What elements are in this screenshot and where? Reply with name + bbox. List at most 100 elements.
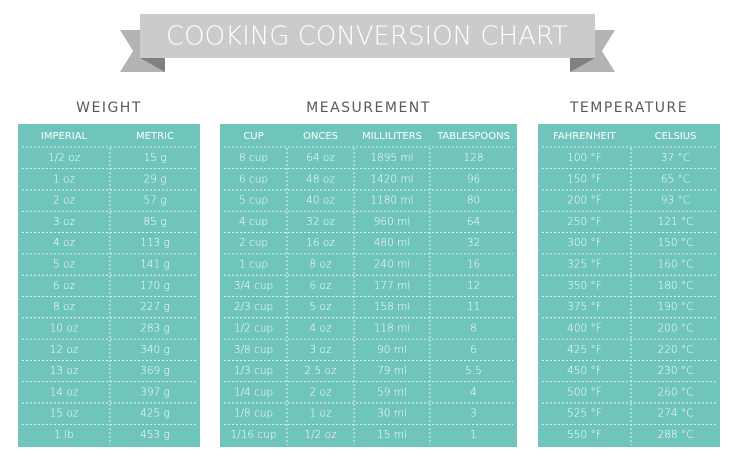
cell: 57 g (144, 195, 167, 207)
cell: 453 g (140, 429, 170, 441)
column-header: FAHRENHEIT (553, 131, 617, 142)
cell: 48 oz (306, 173, 335, 185)
cell: 2 oz (53, 195, 75, 207)
cell: 274 °C (658, 408, 694, 420)
cell: 121 °C (658, 216, 694, 228)
cell: 64 (467, 216, 480, 228)
cell: 93 °C (661, 195, 690, 207)
cell: 15 ml (377, 429, 407, 441)
cell: 425 g (140, 408, 170, 420)
cell: 141 g (140, 259, 170, 271)
cell: 158 ml (374, 301, 411, 313)
column-header: IMPERIAL (41, 131, 88, 142)
cell: 4 oz (53, 237, 75, 249)
section-heading: MEASUREMENT (306, 100, 431, 116)
cell: 16 oz (306, 237, 335, 249)
cell: 8 oz (53, 301, 75, 313)
cell: 2 cup (239, 237, 268, 249)
cell: 1/2 oz (48, 152, 81, 164)
cell: 6 (470, 344, 477, 356)
cell: 1/3 cup (234, 365, 273, 377)
cell: 200 °F (567, 195, 602, 207)
cell: 3 oz (310, 344, 332, 356)
cell: 128 (463, 152, 483, 164)
cell: 118 ml (374, 322, 411, 334)
cell: 1 (470, 429, 477, 441)
cell: 12 oz (50, 344, 79, 356)
cell: 369 g (140, 365, 170, 377)
cell: 1 oz (310, 408, 332, 420)
cell: 230 °C (658, 365, 694, 377)
banner: COOKING CONVERSION CHART (120, 14, 615, 72)
column-header: MILLILITERS (362, 131, 422, 142)
title: COOKING CONVERSION CHART (166, 22, 568, 52)
cell: 10 oz (50, 322, 79, 334)
cell: 480 ml (374, 237, 411, 249)
panel (18, 124, 200, 447)
cell: 177 ml (374, 280, 411, 292)
cell: 1/16 cup (230, 429, 276, 441)
panel (538, 124, 720, 447)
cell: 300 °F (567, 237, 602, 249)
cell: 4 (470, 386, 477, 398)
cell: 5.5 (465, 365, 482, 377)
cell: 190 °C (658, 301, 694, 313)
cell: 1 lb (54, 429, 74, 441)
cell: 65 °C (661, 173, 690, 185)
cell: 96 (467, 173, 480, 185)
section-heading: TEMPERATURE (569, 100, 688, 116)
cell: 85 g (144, 216, 167, 228)
cell: 6 oz (53, 280, 75, 292)
cell: 180 °C (658, 280, 694, 292)
cell: 37 °C (661, 152, 690, 164)
cell: 6 oz (310, 280, 332, 292)
cell: 32 (467, 237, 480, 249)
cell: 1/8 cup (234, 408, 273, 420)
cell: 150 °F (567, 173, 602, 185)
cell: 4 oz (310, 322, 332, 334)
cell: 2/3 cup (234, 301, 273, 313)
cell: 150 °C (658, 237, 694, 249)
cell: 2 oz (310, 386, 332, 398)
cell: 1/2 cup (234, 322, 273, 334)
cell: 260 °C (658, 386, 694, 398)
column-header: CELSIUS (655, 131, 697, 142)
cell: 1 oz (53, 173, 75, 185)
cell: 29 g (144, 173, 167, 185)
cell: 8 oz (310, 259, 332, 271)
cell: 5 cup (239, 195, 268, 207)
cell: 4 cup (239, 216, 268, 228)
cell: 113 g (140, 237, 170, 249)
cell: 5 oz (310, 301, 332, 313)
cell: 350 °F (567, 280, 602, 292)
cell: 170 g (140, 280, 170, 292)
cell: 64 oz (306, 152, 335, 164)
cell: 80 (467, 195, 480, 207)
cell: 16 (467, 259, 480, 271)
cell: 240 ml (374, 259, 411, 271)
cell: 14 oz (50, 386, 79, 398)
cell: 375 °F (567, 301, 602, 313)
cell: 5 oz (53, 259, 75, 271)
cell: 11 (467, 301, 480, 313)
cell: 3 oz (53, 216, 75, 228)
column-header: CUP (243, 131, 263, 142)
column-header: TABLESPOONS (436, 131, 510, 142)
cell: 15 oz (50, 408, 79, 420)
cell: 288 °C (658, 429, 694, 441)
cell: 3 (470, 408, 477, 420)
cell: 1/2 oz (304, 429, 337, 441)
cell: 3/4 cup (234, 280, 273, 292)
cell: 8 (470, 322, 477, 334)
cell: 397 g (140, 386, 170, 398)
cell: 450 °F (567, 365, 602, 377)
column-header: METRIC (136, 131, 174, 142)
cell: 1 cup (239, 259, 268, 271)
section-heading: WEIGHT (76, 100, 142, 116)
cell: 525 °F (567, 408, 602, 420)
cell: 79 ml (377, 365, 407, 377)
cell: 1180 ml (370, 195, 413, 207)
cell: 960 ml (374, 216, 411, 228)
cell: 59 ml (377, 386, 407, 398)
